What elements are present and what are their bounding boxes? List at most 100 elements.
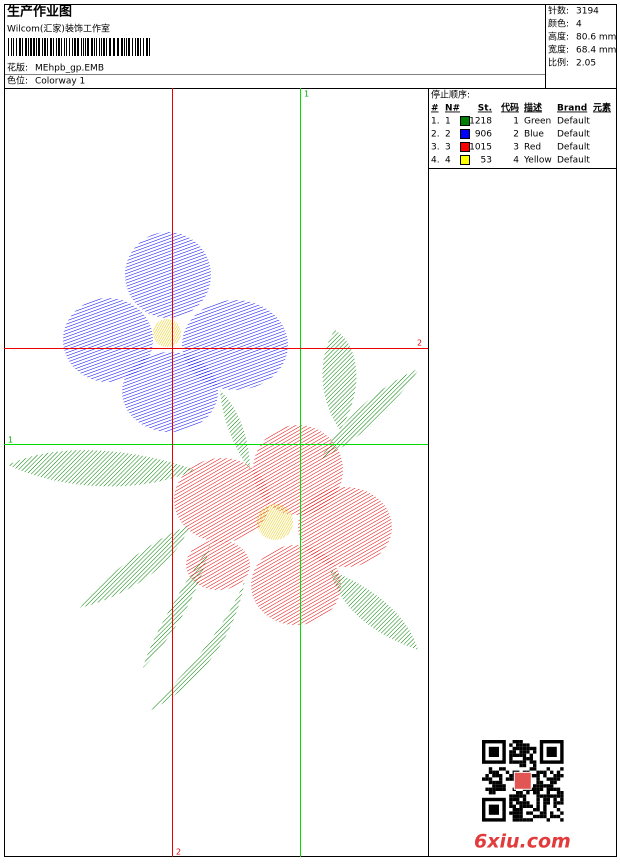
qr-module <box>495 774 499 778</box>
bar-stripe <box>56 38 57 56</box>
bar-stripe <box>19 38 21 56</box>
row-code: 1 <box>513 117 519 127</box>
bar-stripe <box>38 38 40 56</box>
bar-stripe <box>99 38 100 56</box>
qr-module <box>492 791 496 795</box>
row-code: 4 <box>513 156 519 166</box>
row-n: 1 <box>445 117 451 127</box>
stop-table: # N# St. 代码 描述 Brand 元素 1. 1 1218 1 Green Default 2. 2… <box>431 102 611 166</box>
bar-stripe <box>72 38 73 56</box>
qr-module <box>550 814 554 819</box>
qr-module <box>519 811 523 815</box>
qr-finder <box>488 804 499 815</box>
qr-module <box>539 811 544 815</box>
qr-module <box>512 753 516 757</box>
qr-module <box>533 774 537 778</box>
column-header: St. <box>478 104 492 114</box>
qr-module <box>519 818 523 822</box>
bar-stripe <box>109 38 111 56</box>
qr-module <box>509 760 513 764</box>
qr-module <box>539 787 544 791</box>
bar-stripe <box>13 38 14 56</box>
qr-module <box>522 750 527 754</box>
qr-module <box>543 804 547 808</box>
qr-module <box>509 811 513 815</box>
qr-module <box>485 777 489 781</box>
row-stitches: 1015 <box>469 143 492 153</box>
qr-module <box>543 784 547 788</box>
qr-module <box>546 801 550 805</box>
qr-module <box>488 777 493 781</box>
guide-label: 2 <box>417 339 422 348</box>
row-n: 3 <box>445 143 451 153</box>
qr-module <box>512 811 516 815</box>
qr-module <box>533 814 537 819</box>
qr-module <box>556 770 561 774</box>
qr-module <box>509 777 513 781</box>
qr-module <box>488 791 493 795</box>
bar-stripe <box>61 38 62 56</box>
qr-module <box>509 757 513 761</box>
bar-stripe <box>85 38 86 56</box>
qr-module <box>529 811 533 815</box>
qr-module <box>512 794 516 798</box>
qr-module <box>522 804 527 808</box>
bar-stripe <box>103 38 105 56</box>
stat-value: 80.6 mm <box>576 33 616 43</box>
stat-label: 颜色: <box>548 18 569 30</box>
qr-module <box>499 777 503 781</box>
row-n: 4 <box>445 156 451 166</box>
barcode <box>8 38 150 56</box>
qr-module <box>536 784 540 788</box>
qr-module <box>509 804 513 808</box>
qr-module <box>495 784 499 788</box>
bar-stripe <box>94 38 95 56</box>
qr-module <box>546 797 550 802</box>
qr-module <box>509 743 513 747</box>
guide-label: 1 <box>8 436 13 445</box>
bar-stripe <box>87 38 89 56</box>
frame <box>4 4 617 857</box>
qr-module <box>516 760 520 764</box>
bar-stripe <box>149 38 150 56</box>
qr-module <box>492 784 496 788</box>
qr-module <box>536 791 540 795</box>
qr-module <box>543 814 547 819</box>
qr-module <box>509 794 513 798</box>
qr-module <box>550 784 554 788</box>
stat-value: 68.4 mm <box>576 46 616 56</box>
bar-stripe <box>36 38 37 56</box>
color-swatch <box>460 116 470 126</box>
qr-module <box>546 777 550 781</box>
qr-module <box>550 794 554 798</box>
stat-label: 针数: <box>548 5 569 17</box>
stats: 针数: 3194 颜色: 4 高度: 80.6 mm 宽度: 68.4 mm 比例: 2.05 <box>548 5 616 69</box>
qr-module <box>543 774 547 778</box>
qr-module <box>543 811 547 815</box>
qr-module <box>519 814 523 819</box>
row-description: Green <box>524 117 551 127</box>
qr-module <box>536 794 540 798</box>
qr-module <box>499 787 503 791</box>
qr-module <box>533 784 537 788</box>
bar-stripe <box>11 38 12 56</box>
stat-label: 宽度: <box>548 44 569 56</box>
qr-module <box>509 797 513 802</box>
qr-module <box>512 760 516 764</box>
qr-module <box>519 740 523 744</box>
qr-module <box>553 797 557 802</box>
bar-stripe <box>128 38 130 56</box>
color-swatch <box>460 155 470 165</box>
qr-module <box>522 743 527 747</box>
bar-stripe <box>121 38 123 56</box>
column-header: 元素 <box>593 102 611 114</box>
qr-module <box>553 804 557 808</box>
qr-module <box>526 746 530 751</box>
row-brand: Default <box>557 156 590 166</box>
row-code: 3 <box>513 143 519 153</box>
qr-module <box>492 770 496 774</box>
bar-stripe <box>96 38 97 56</box>
bar-stripe <box>81 38 82 56</box>
qr-module <box>560 797 564 802</box>
